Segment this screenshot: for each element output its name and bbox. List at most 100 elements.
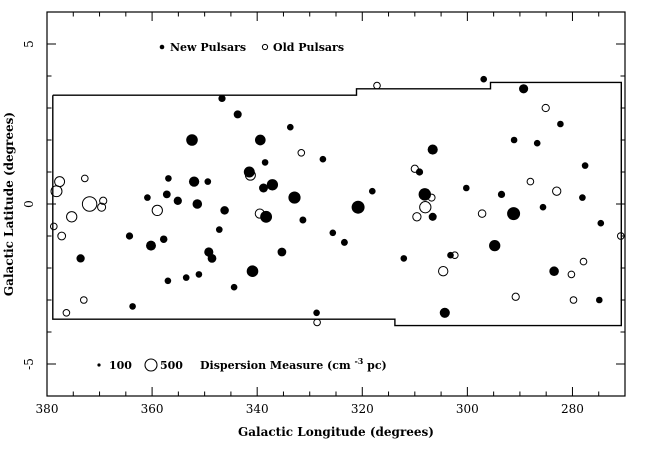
new-pulsar-point [146, 240, 156, 251]
legend-size-small-marker [97, 363, 101, 367]
new-pulsar-point [489, 239, 501, 252]
old-pulsar-point [427, 193, 436, 202]
old-pulsar-point [412, 212, 422, 222]
new-pulsar-point [260, 210, 273, 223]
new-pulsar-point [188, 176, 200, 187]
old-pulsar-point [552, 186, 562, 196]
new-pulsar-point [533, 139, 541, 147]
new-pulsar-point [319, 155, 327, 163]
new-pulsar-point [259, 183, 268, 193]
legend-old-pulsars-label: Old Pulsars [273, 41, 344, 54]
plot-frame [46, 11, 626, 397]
new-pulsar-point [480, 75, 488, 83]
new-pulsar-point [462, 184, 470, 192]
legend-size-large-label: 500 [160, 359, 183, 372]
new-pulsar-point [182, 274, 190, 281]
new-pulsar-point [286, 123, 294, 131]
new-pulsar-point [415, 168, 424, 176]
old-pulsar-point [477, 209, 487, 218]
new-pulsar-point [368, 187, 376, 195]
old-pulsar-point [450, 251, 459, 260]
old-pulsar-point [579, 257, 588, 266]
x-tick-label: 320 [351, 402, 374, 416]
new-pulsar-point [266, 179, 279, 191]
new-pulsar-point [230, 283, 238, 291]
new-pulsar-point [329, 229, 337, 237]
old-pulsar-point [541, 103, 550, 113]
new-pulsar-point [418, 188, 432, 201]
legend-old-pulsars-marker [261, 43, 269, 51]
survey-boundary [52, 81, 622, 327]
new-pulsar-point [351, 200, 365, 214]
old-pulsar-point [57, 231, 67, 241]
x-tick-label: 360 [141, 402, 164, 416]
old-pulsar-point [616, 232, 625, 240]
new-pulsar-point [313, 309, 320, 317]
old-pulsar-point [79, 296, 88, 304]
x-tick-label: 300 [456, 402, 479, 416]
y-tick-label: -5 [22, 358, 36, 370]
old-pulsar-point [97, 202, 107, 212]
new-pulsar-point [597, 219, 605, 227]
new-pulsar-point [579, 194, 586, 201]
new-pulsar-point [557, 120, 564, 128]
legend-size-small-label: 100 [109, 359, 132, 372]
new-pulsar-point [162, 190, 171, 199]
x-axis-title: Galactic Longitude (degrees) [238, 425, 434, 439]
old-pulsar-point [419, 201, 432, 214]
axis-ticks [46, 11, 626, 397]
new-pulsar-point [173, 196, 182, 205]
legend-dispersion-measure-label: Dispersion Measure (cm -3 pc) [200, 354, 387, 372]
old-pulsar-point [151, 204, 163, 217]
new-pulsar-point [192, 199, 203, 209]
new-pulsar-point [277, 247, 287, 257]
old-pulsar-point [99, 196, 108, 205]
old-pulsar-point [567, 270, 576, 279]
old-pulsar-point [62, 308, 71, 317]
old-pulsar-point [81, 196, 98, 212]
new-pulsar-point [125, 232, 134, 240]
new-pulsar-point [261, 159, 269, 166]
new-pulsar-point [539, 203, 547, 211]
new-pulsar-point [207, 254, 217, 263]
new-pulsar-point [164, 277, 172, 285]
new-pulsar-point [218, 94, 226, 103]
old-pulsar-point [313, 318, 321, 327]
new-pulsar-point [76, 254, 85, 263]
new-pulsar-point [233, 110, 242, 119]
new-pulsar-point [510, 136, 518, 144]
x-tick-label: 340 [246, 402, 269, 416]
old-pulsar-point [511, 292, 520, 301]
old-pulsar-point [66, 211, 78, 223]
old-pulsar-point [54, 176, 66, 188]
new-pulsar-point [159, 235, 168, 243]
old-pulsar-point [254, 208, 265, 219]
new-pulsar-point [340, 238, 348, 246]
new-pulsar-point [204, 178, 212, 185]
old-pulsar-point [410, 164, 419, 173]
new-pulsar-point [220, 206, 229, 215]
legend-new-pulsars-label: New Pulsars [170, 41, 246, 54]
new-pulsar-point [246, 265, 259, 277]
new-pulsar-point [254, 134, 266, 146]
old-pulsar-point [438, 266, 449, 277]
new-pulsar-point [519, 84, 529, 94]
new-pulsar-point [507, 207, 521, 221]
legend-new-pulsars-marker [159, 44, 165, 50]
old-pulsar-point [49, 222, 58, 231]
new-pulsar-point [427, 144, 438, 155]
new-pulsar-point [186, 134, 198, 146]
x-tick-label: 280 [561, 402, 584, 416]
new-pulsar-point [428, 212, 437, 221]
new-pulsar-point [400, 255, 408, 262]
y-tick-label: 5 [22, 40, 36, 48]
new-pulsar-point [144, 194, 151, 201]
new-pulsar-point [243, 166, 255, 178]
old-pulsar-point [244, 169, 256, 181]
new-pulsar-point [129, 303, 136, 310]
tick-labels: 380 360 340 320 300 280 5 0 -5 [22, 40, 584, 416]
old-pulsar-point [80, 174, 89, 183]
x-tick-label: 380 [36, 402, 59, 416]
old-pulsar-point [569, 296, 578, 304]
